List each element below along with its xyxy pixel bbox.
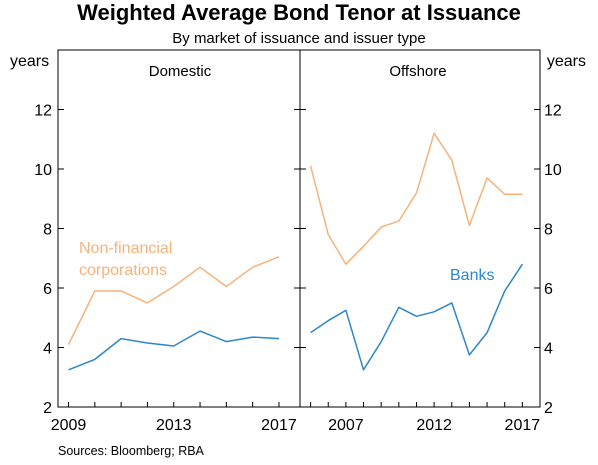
- y-unit-left: years: [10, 53, 49, 70]
- label-non-financial-line-2: corporations: [79, 262, 167, 279]
- grid-domestic: [58, 109, 300, 348]
- y-tick-label-left-4: 10: [34, 162, 52, 179]
- plot-frame: [57, 49, 541, 408]
- non-financial-line-offshore: [309, 132, 523, 265]
- label-non-financial-line-1: Non-financial: [79, 240, 172, 257]
- y-tick-label-left-2: 6: [43, 281, 52, 298]
- y-tick-label-left-3: 8: [43, 222, 52, 239]
- y-tick-label-right-3: 8: [544, 222, 553, 239]
- chart-title: Weighted Average Bond Tenor at Issuance: [77, 0, 521, 25]
- x-tick-label-1: 2012: [416, 417, 452, 434]
- panel-title-offshore: Offshore: [389, 63, 446, 80]
- y-tick-label-right-2: 6: [544, 281, 553, 298]
- source-note: Sources: Bloomberg; RBA: [58, 444, 205, 458]
- label-banks: Banks: [450, 267, 494, 284]
- panel-title-domestic: Domestic: [149, 63, 212, 80]
- y-axis-right: 2 4 6 8 10 12: [544, 103, 562, 418]
- banks-line-offshore: [310, 263, 524, 371]
- chart-subtitle: By market of issuance and issuer type: [172, 30, 425, 47]
- y-tick-label-left-5: 12: [34, 103, 52, 120]
- x-tick-label-2: 2017: [261, 417, 297, 434]
- y-tick-label-left-0: 2: [43, 400, 52, 417]
- y-tick-label-right-4: 10: [544, 162, 562, 179]
- y-tick-label-left-1: 4: [43, 341, 52, 358]
- x-tick-label-1: 2013: [156, 417, 192, 434]
- banks-line-domestic: [68, 330, 280, 371]
- x-axis-domestic: 2009 2013 2017: [51, 402, 297, 434]
- y-tick-label-right-5: 12: [544, 103, 562, 120]
- grid-offshore: [300, 109, 540, 348]
- y-tick-label-right-0: 2: [544, 400, 553, 417]
- x-tick-label-0: 2007: [328, 417, 364, 434]
- y-axis-left: 2 4 6 8 10 12: [34, 103, 52, 418]
- series-offshore: [309, 132, 524, 371]
- series-domestic: [67, 256, 280, 371]
- non-financial-line-domestic: [67, 256, 280, 345]
- y-tick-label-right-1: 4: [544, 341, 553, 358]
- x-tick-label-0: 2009: [51, 417, 87, 434]
- x-axis-offshore: 2007 2012 2017: [310, 402, 541, 434]
- x-tick-label-2: 2017: [505, 417, 541, 434]
- y-unit-right: years: [547, 53, 586, 70]
- panel-domestic: Domestic 2009 2013 2017: [51, 63, 300, 434]
- panel-offshore: Offshore 2007 2012 2017: [300, 63, 541, 434]
